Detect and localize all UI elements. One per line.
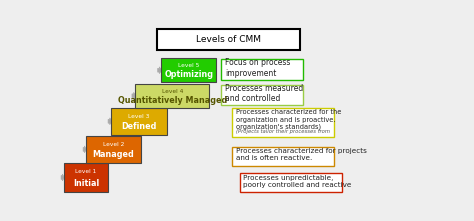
FancyBboxPatch shape xyxy=(156,29,300,50)
Text: Level 4: Level 4 xyxy=(162,89,183,94)
FancyArrow shape xyxy=(61,174,64,181)
Text: Level 2: Level 2 xyxy=(103,142,124,147)
Text: (Projects tailor their processes from: (Projects tailor their processes from xyxy=(236,129,330,134)
FancyArrow shape xyxy=(108,118,112,125)
Text: Processes characterized for projects
and is often reactive.: Processes characterized for projects and… xyxy=(236,148,367,162)
Text: Levels of CMM: Levels of CMM xyxy=(196,35,261,44)
Text: Managed: Managed xyxy=(92,150,134,159)
FancyBboxPatch shape xyxy=(232,147,334,166)
FancyBboxPatch shape xyxy=(64,163,108,192)
FancyBboxPatch shape xyxy=(135,84,209,108)
Text: Processes measured
and controlled: Processes measured and controlled xyxy=(225,84,303,103)
Text: Processes unpredictable,
poorly controlled and reactive: Processes unpredictable, poorly controll… xyxy=(243,175,352,188)
Text: Focus on process
improvement: Focus on process improvement xyxy=(225,58,290,78)
FancyArrow shape xyxy=(132,92,136,99)
Text: Defined: Defined xyxy=(121,122,157,131)
FancyBboxPatch shape xyxy=(232,108,334,137)
Text: Processes characterized for the
organization and is proactive.
organization's st: Processes characterized for the organiza… xyxy=(236,109,341,130)
Text: Optimizing: Optimizing xyxy=(164,70,213,79)
Text: Initial: Initial xyxy=(73,179,99,188)
Text: Level 1: Level 1 xyxy=(75,170,97,174)
Text: Quantitatively Managed: Quantitatively Managed xyxy=(118,96,227,105)
FancyBboxPatch shape xyxy=(221,59,303,80)
FancyBboxPatch shape xyxy=(221,85,303,105)
FancyBboxPatch shape xyxy=(240,173,342,192)
FancyBboxPatch shape xyxy=(86,136,141,163)
Text: Level 3: Level 3 xyxy=(128,114,150,119)
FancyBboxPatch shape xyxy=(161,58,217,82)
Text: Level 5: Level 5 xyxy=(178,63,200,68)
FancyArrow shape xyxy=(83,146,86,153)
FancyArrow shape xyxy=(158,67,162,74)
FancyBboxPatch shape xyxy=(111,108,167,135)
